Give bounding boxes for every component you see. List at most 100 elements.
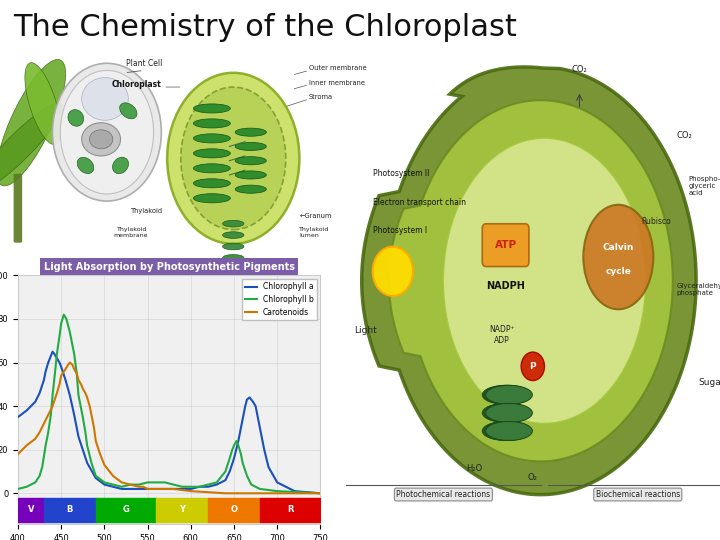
Text: O₂: O₂: [528, 474, 538, 482]
Chlorophyll b: [247, 481, 256, 488]
Ellipse shape: [482, 421, 529, 441]
Line: Chlorophyll a: Chlorophyll a: [18, 352, 320, 494]
Circle shape: [521, 352, 544, 381]
Ellipse shape: [583, 205, 653, 309]
Carotenoids: [40, 420, 48, 427]
Legend: Chlorophyll a, Chlorophyll b, Carotenoids: Chlorophyll a, Chlorophyll b, Carotenoid…: [242, 279, 317, 320]
Text: V: V: [27, 505, 35, 514]
Chlorophyll b: [14, 485, 22, 492]
Carotenoids: [31, 436, 40, 442]
Ellipse shape: [486, 403, 532, 422]
Text: Photochemical reactions: Photochemical reactions: [396, 490, 490, 499]
Carotenoids: [64, 361, 73, 368]
Ellipse shape: [482, 403, 529, 422]
Ellipse shape: [60, 70, 153, 194]
Ellipse shape: [194, 149, 230, 158]
Text: Phospho-
glyceric
acid: Phospho- glyceric acid: [688, 176, 720, 196]
Ellipse shape: [194, 179, 230, 188]
Text: H₂O: H₂O: [467, 464, 482, 473]
Text: Thylakoid
membrane: Thylakoid membrane: [113, 227, 148, 238]
Chlorophyll a: [316, 490, 325, 497]
Carotenoids: [143, 485, 152, 492]
Chlorophyll a: [74, 434, 83, 440]
Text: CO₂: CO₂: [677, 131, 693, 140]
Carotenoids: [53, 390, 61, 396]
Carotenoids: [186, 488, 195, 494]
Text: G: G: [122, 505, 130, 514]
Chlorophyll b: [74, 392, 83, 399]
Ellipse shape: [222, 232, 244, 238]
Text: Light: Light: [354, 326, 377, 335]
Carotenoids: [86, 403, 94, 409]
Ellipse shape: [167, 73, 300, 244]
Chlorophyll a: [290, 488, 299, 494]
Text: Plant Cell: Plant Cell: [126, 59, 162, 68]
Carotenoids: [55, 381, 64, 388]
Carotenoids: [135, 483, 143, 490]
Ellipse shape: [235, 171, 266, 179]
Carotenoids: [316, 490, 325, 497]
Text: B: B: [67, 505, 73, 514]
Text: Photosystem I: Photosystem I: [374, 226, 428, 235]
Carotenoids: [100, 462, 109, 468]
Ellipse shape: [235, 128, 266, 136]
FancyBboxPatch shape: [14, 174, 22, 242]
Chlorophyll b: [161, 479, 169, 485]
Carotenoids: [61, 366, 70, 373]
Carotenoids: [96, 451, 104, 457]
Chlorophyll a: [225, 468, 234, 475]
FancyBboxPatch shape: [482, 224, 529, 267]
Ellipse shape: [181, 87, 286, 230]
Carotenoids: [152, 485, 161, 492]
Ellipse shape: [222, 243, 244, 250]
Carotenoids: [221, 490, 230, 497]
Carotenoids: [273, 490, 282, 497]
Text: P: P: [529, 362, 536, 371]
Ellipse shape: [194, 119, 230, 128]
Ellipse shape: [68, 110, 84, 126]
Ellipse shape: [222, 220, 244, 227]
Carotenoids: [109, 472, 117, 479]
Ellipse shape: [120, 103, 137, 119]
Line: Carotenoids: Carotenoids: [18, 362, 320, 494]
Text: Electron transport chain: Electron transport chain: [374, 198, 467, 207]
Ellipse shape: [112, 157, 129, 174]
Circle shape: [373, 247, 413, 296]
Chlorophyll b: [38, 464, 47, 470]
Ellipse shape: [486, 386, 532, 404]
Carotenoids: [14, 451, 22, 457]
Chlorophyll b: [100, 479, 109, 485]
Carotenoids: [90, 424, 99, 431]
Text: O: O: [230, 505, 238, 514]
Ellipse shape: [485, 386, 531, 404]
Ellipse shape: [235, 157, 266, 165]
Chlorophyll b: [316, 490, 325, 497]
Carotenoids: [74, 377, 83, 383]
Text: Thylakoid: Thylakoid: [131, 208, 163, 214]
Chlorophyll b: [60, 312, 68, 318]
Chlorophyll a: [57, 363, 66, 370]
Carotenoids: [66, 359, 74, 366]
Ellipse shape: [194, 104, 230, 113]
Chlorophyll b: [178, 483, 186, 490]
Text: Sugars: Sugars: [698, 379, 720, 387]
Ellipse shape: [0, 59, 66, 186]
Carotenoids: [57, 373, 66, 379]
Polygon shape: [444, 138, 646, 423]
Text: Thylakoid
lumen: Thylakoid lumen: [300, 227, 330, 238]
Text: Inner membrane: Inner membrane: [309, 80, 365, 86]
Ellipse shape: [25, 63, 60, 145]
Carotenoids: [83, 394, 91, 401]
Ellipse shape: [235, 185, 266, 193]
Carotenoids: [139, 483, 148, 490]
Text: Photosystem II: Photosystem II: [374, 169, 430, 178]
Ellipse shape: [0, 103, 63, 190]
Text: Calvin: Calvin: [603, 243, 634, 252]
Text: Glyceraldehyde
phosphate: Glyceraldehyde phosphate: [677, 283, 720, 296]
Ellipse shape: [235, 143, 266, 151]
Text: Stroma: Stroma: [309, 94, 333, 100]
Carotenoids: [169, 485, 178, 492]
Ellipse shape: [81, 78, 128, 120]
Carotenoids: [48, 403, 57, 409]
Ellipse shape: [194, 164, 230, 173]
